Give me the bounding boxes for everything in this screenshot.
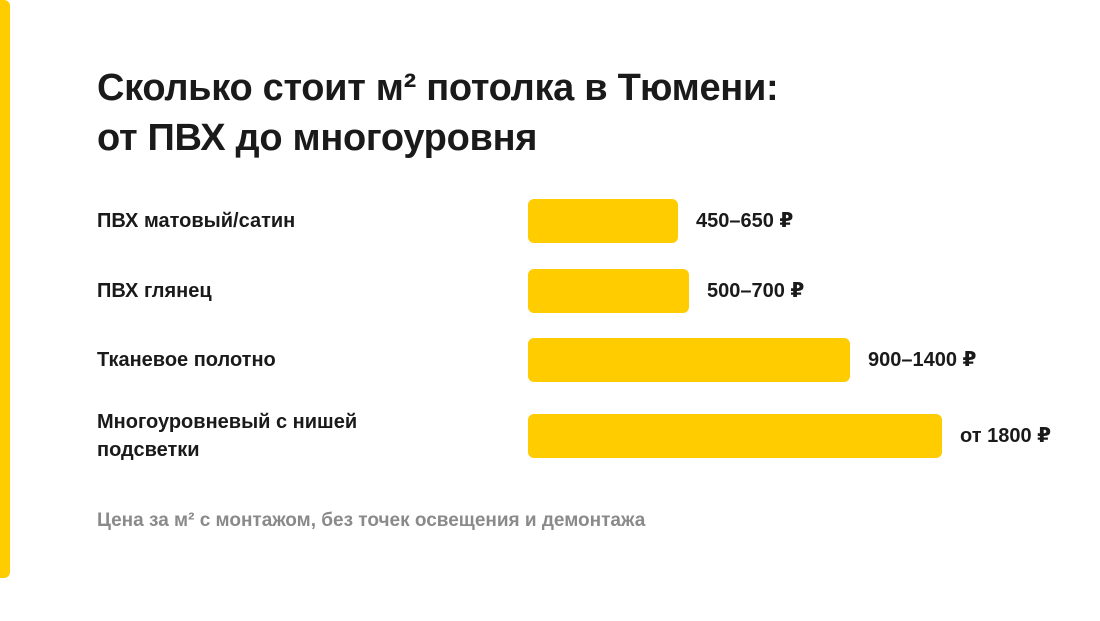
category-label: Тканевое полотно	[97, 349, 276, 371]
price-value-label: от 1800 ₽	[960, 425, 1052, 447]
price-bar	[528, 199, 678, 243]
category-label: ПВХ глянец	[97, 280, 212, 302]
price-value-label: 500–700 ₽	[707, 280, 805, 302]
price-bar	[528, 414, 942, 458]
accent-stripe	[0, 0, 10, 578]
price-bar	[528, 338, 850, 382]
price-value-label: 450–650 ₽	[696, 210, 794, 232]
footnote: Цена за м² с монтажом, без точек освещен…	[97, 510, 646, 531]
page-title: Сколько стоит м² потолка в Тюмени: от ПВ…	[97, 67, 779, 159]
category-label: Многоуровневый с нишей подсветки	[97, 411, 358, 461]
price-bar	[528, 269, 689, 313]
category-label: ПВХ матовый/сатин	[97, 210, 296, 232]
price-value-label: 900–1400 ₽	[868, 349, 977, 371]
